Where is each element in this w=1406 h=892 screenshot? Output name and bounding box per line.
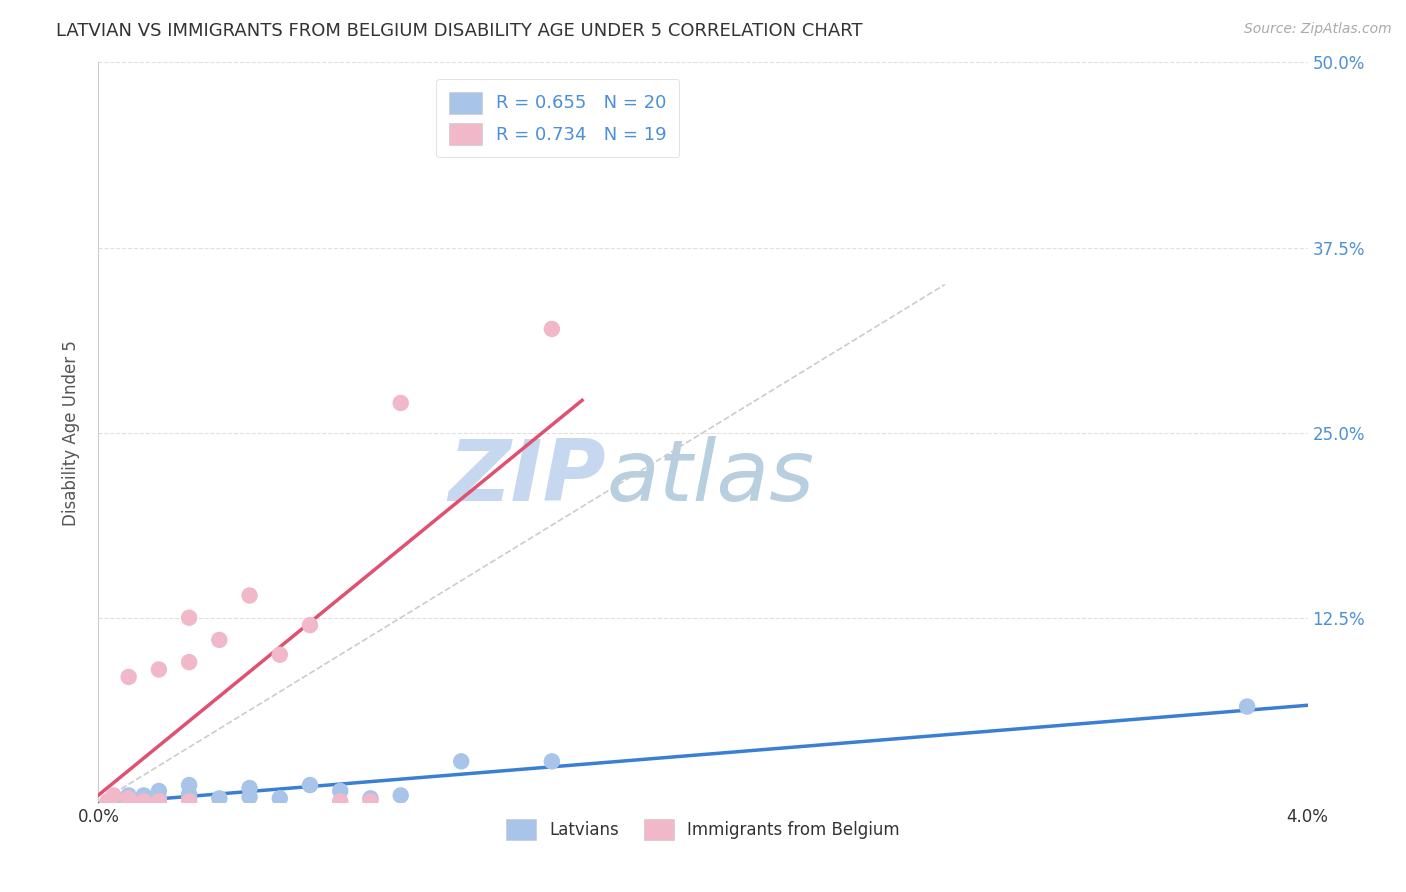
Point xyxy=(540,322,562,336)
Point xyxy=(329,794,352,808)
Point xyxy=(96,794,118,808)
Point xyxy=(269,791,291,805)
Point xyxy=(299,618,322,632)
Legend: Latvians, Immigrants from Belgium: Latvians, Immigrants from Belgium xyxy=(499,813,907,847)
Text: ZIP: ZIP xyxy=(449,435,606,518)
Point xyxy=(179,791,201,805)
Point xyxy=(208,791,231,805)
Point xyxy=(269,648,291,662)
Point xyxy=(148,663,170,677)
Y-axis label: Disability Age Under 5: Disability Age Under 5 xyxy=(62,340,80,525)
Point xyxy=(179,778,201,792)
Point xyxy=(329,784,352,798)
Point xyxy=(299,778,322,792)
Point xyxy=(389,789,412,803)
Point xyxy=(132,789,155,803)
Point xyxy=(179,655,201,669)
Point xyxy=(118,789,141,803)
Point xyxy=(239,780,262,795)
Point xyxy=(148,794,170,808)
Point xyxy=(360,794,382,808)
Text: Source: ZipAtlas.com: Source: ZipAtlas.com xyxy=(1244,22,1392,37)
Point xyxy=(179,794,201,808)
Point xyxy=(148,784,170,798)
Point xyxy=(179,610,201,624)
Point xyxy=(148,791,170,805)
Point xyxy=(450,755,472,769)
Point xyxy=(118,791,141,805)
Point xyxy=(103,794,125,808)
Point xyxy=(103,789,125,803)
Text: atlas: atlas xyxy=(606,435,814,518)
Point xyxy=(118,670,141,684)
Point xyxy=(179,787,201,801)
Point xyxy=(239,589,262,603)
Point xyxy=(132,794,155,808)
Text: LATVIAN VS IMMIGRANTS FROM BELGIUM DISABILITY AGE UNDER 5 CORRELATION CHART: LATVIAN VS IMMIGRANTS FROM BELGIUM DISAB… xyxy=(56,22,863,40)
Point xyxy=(540,755,562,769)
Point xyxy=(118,794,141,808)
Point xyxy=(118,794,141,808)
Point xyxy=(360,791,382,805)
Point xyxy=(389,396,412,410)
Point xyxy=(239,789,262,804)
Point xyxy=(1236,699,1258,714)
Point xyxy=(208,632,231,647)
